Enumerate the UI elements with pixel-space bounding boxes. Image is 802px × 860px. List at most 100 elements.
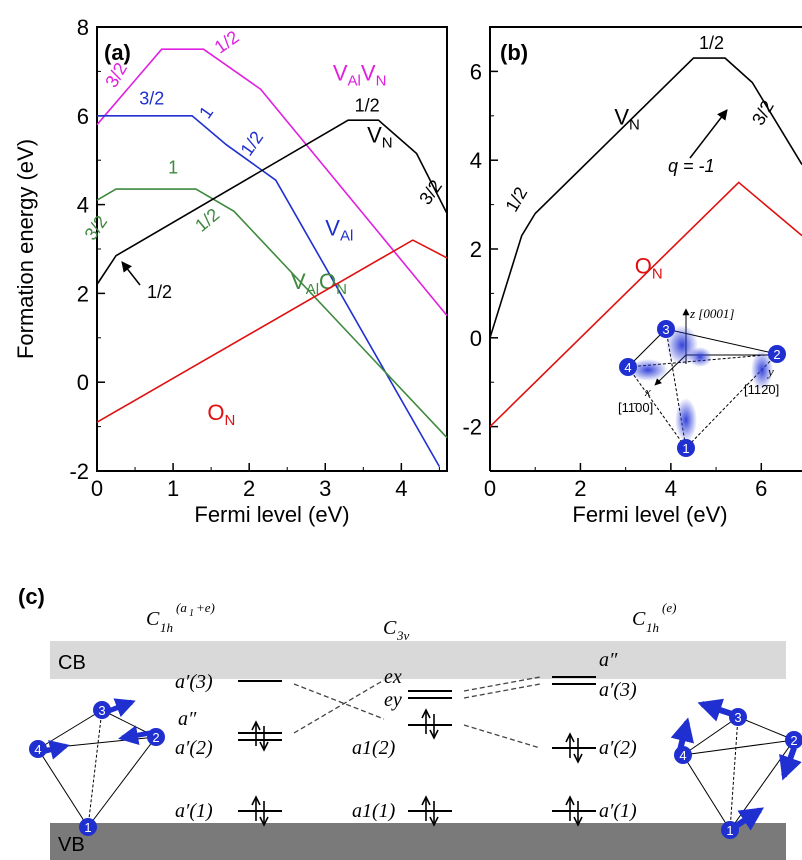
level-connectors [293, 676, 541, 749]
col-right-title: C 1h (e) [632, 600, 676, 635]
cb-label: CB [58, 652, 86, 674]
svg-text:+e): +e) [196, 600, 215, 615]
svg-text:3: 3 [734, 710, 741, 725]
displacement-arrow [779, 746, 802, 781]
panel-a-xtick-label: 1 [167, 476, 179, 501]
vb-label: VB [58, 834, 85, 856]
panel-b-ytick-label: -2 [462, 415, 482, 440]
col-left-title: C 1h (a 1 +e) [146, 600, 215, 635]
spin-down-head [259, 741, 269, 752]
panel-a-charge-label: 3/2 [139, 89, 164, 109]
inset-y-label: y [766, 364, 774, 379]
displacement-arrow [734, 807, 764, 831]
panel-a-xtick-label: 3 [319, 476, 331, 501]
panel-a-series: 3/21/2VAlVN3/211/2VAl3/211/2VAlON1/23/2V… [81, 27, 448, 467]
svg-text:1h: 1h [160, 620, 173, 635]
label-mid-a11: a1(1) [352, 800, 396, 822]
label-left-a2b: a′(2) [175, 737, 213, 759]
panel-a-xlabel: Fermi level (eV) [194, 502, 349, 527]
label-mid-ey: ey [384, 689, 402, 711]
panel-a-series-line [96, 48, 448, 317]
svg-text:C: C [146, 608, 160, 630]
label-left-a2: a″ [178, 708, 197, 730]
col-mid-title: C 3v [383, 617, 410, 643]
inset-orbital-blob [675, 398, 697, 442]
label-right-a2b: a′(2) [599, 737, 637, 759]
panel-b-series-name: VN [614, 105, 640, 134]
panel-a-ytick-label: -2 [69, 459, 89, 484]
left-atom-4: 4 [29, 740, 47, 758]
panel-b-ytick-label: 0 [470, 326, 482, 351]
panel-b-xtick-label: 6 [755, 476, 767, 501]
label-left-a3: a′(3) [175, 671, 213, 693]
svg-text:2: 2 [152, 730, 159, 745]
spin-up-head [421, 795, 431, 806]
svg-text:4: 4 [624, 360, 631, 375]
panel-b-ytick-label: 6 [470, 59, 482, 84]
displacement-arrow [670, 717, 694, 751]
panel-a-xtick-label: 2 [243, 476, 255, 501]
svg-text:1: 1 [682, 441, 689, 456]
right-atom-3: 3 [729, 708, 747, 726]
panel-a-ytick-label: 8 [77, 15, 89, 40]
panel-a-label: (a) [104, 40, 131, 65]
panel-a-charge-label: 1/2 [211, 27, 243, 58]
panel-a-xtick-label: 4 [395, 476, 407, 501]
panel-b-series-line [490, 181, 802, 428]
panel-b-xtick-label: 4 [665, 476, 677, 501]
panel-b-charge-label: 1/2 [502, 184, 532, 216]
svg-text:1h: 1h [646, 620, 659, 635]
label-right-a2: a″ [599, 649, 618, 671]
panel-a-series-line [96, 188, 448, 439]
svg-text:3: 3 [98, 703, 105, 718]
panel-a-ylabel: Formation energy (eV) [13, 139, 38, 359]
spin-down-head [573, 816, 583, 827]
svg-text:C: C [632, 608, 646, 630]
inset-atom-2: 2 [768, 345, 786, 363]
spin-up-head [565, 795, 575, 806]
right-atom-1: 1 [721, 821, 739, 839]
panel-b-inset: 3 2 4 1 z [0001] y [112̄0] x [11̄00] [618, 306, 786, 457]
label-mid-a12: a1(2) [352, 737, 396, 759]
panel-a-series-name: VAl [325, 216, 353, 245]
panel-a-series-line [96, 119, 448, 285]
panel-b-q-label: q = -1 [668, 156, 715, 176]
panel-b-xlabel: Fermi level (eV) [572, 502, 727, 527]
spin-up-head [565, 732, 575, 743]
displacement-arrow [118, 725, 151, 746]
svg-text:3v: 3v [396, 628, 410, 643]
panel-a-ytick-label: 6 [77, 104, 89, 129]
left-tetrahedron: 3 2 4 1 [29, 698, 165, 836]
right-atom-4: 4 [674, 746, 692, 764]
svg-text:1: 1 [726, 823, 733, 838]
panel-a-arrow-label: 1/2 [147, 282, 172, 302]
svg-text:1: 1 [84, 820, 91, 835]
panel-b-ytick-label: 4 [470, 148, 482, 173]
svg-text:4: 4 [679, 748, 686, 763]
svg-text:2: 2 [790, 733, 797, 748]
vb-band [50, 823, 786, 860]
panel-b-series-name: ON [635, 253, 663, 282]
panel-b-charge-label: 3/2 [748, 97, 778, 129]
label-right-a1: a′(1) [599, 800, 637, 822]
svg-text:C: C [383, 617, 397, 639]
spin-up-head [251, 795, 261, 806]
inset-atom-3: 3 [657, 320, 675, 338]
panel-b: (b) 0 2 4 6 -2 0 2 4 6 1/2 1/2 3/2 VN ON Fermi level… [462, 26, 802, 527]
panel-a-ytick-label: 4 [77, 193, 89, 218]
inset-z-label: z [0001] [689, 306, 734, 321]
svg-text:3: 3 [662, 322, 669, 337]
panel-a-series-name: ON [207, 400, 235, 429]
inset-x-direction: [11̄00] [618, 400, 653, 415]
panel-b-label: (b) [500, 40, 528, 65]
panel-a-charge-label: 1/2 [355, 95, 380, 115]
inset-y-direction: [112̄0] [744, 382, 779, 397]
inset-edge [627, 366, 687, 449]
inset-orbital-blob [628, 359, 668, 381]
inset-x-label: x [644, 384, 651, 399]
panel-c-label: (c) [18, 584, 45, 609]
displacement-arrow [697, 698, 733, 722]
svg-text:4: 4 [34, 742, 41, 757]
